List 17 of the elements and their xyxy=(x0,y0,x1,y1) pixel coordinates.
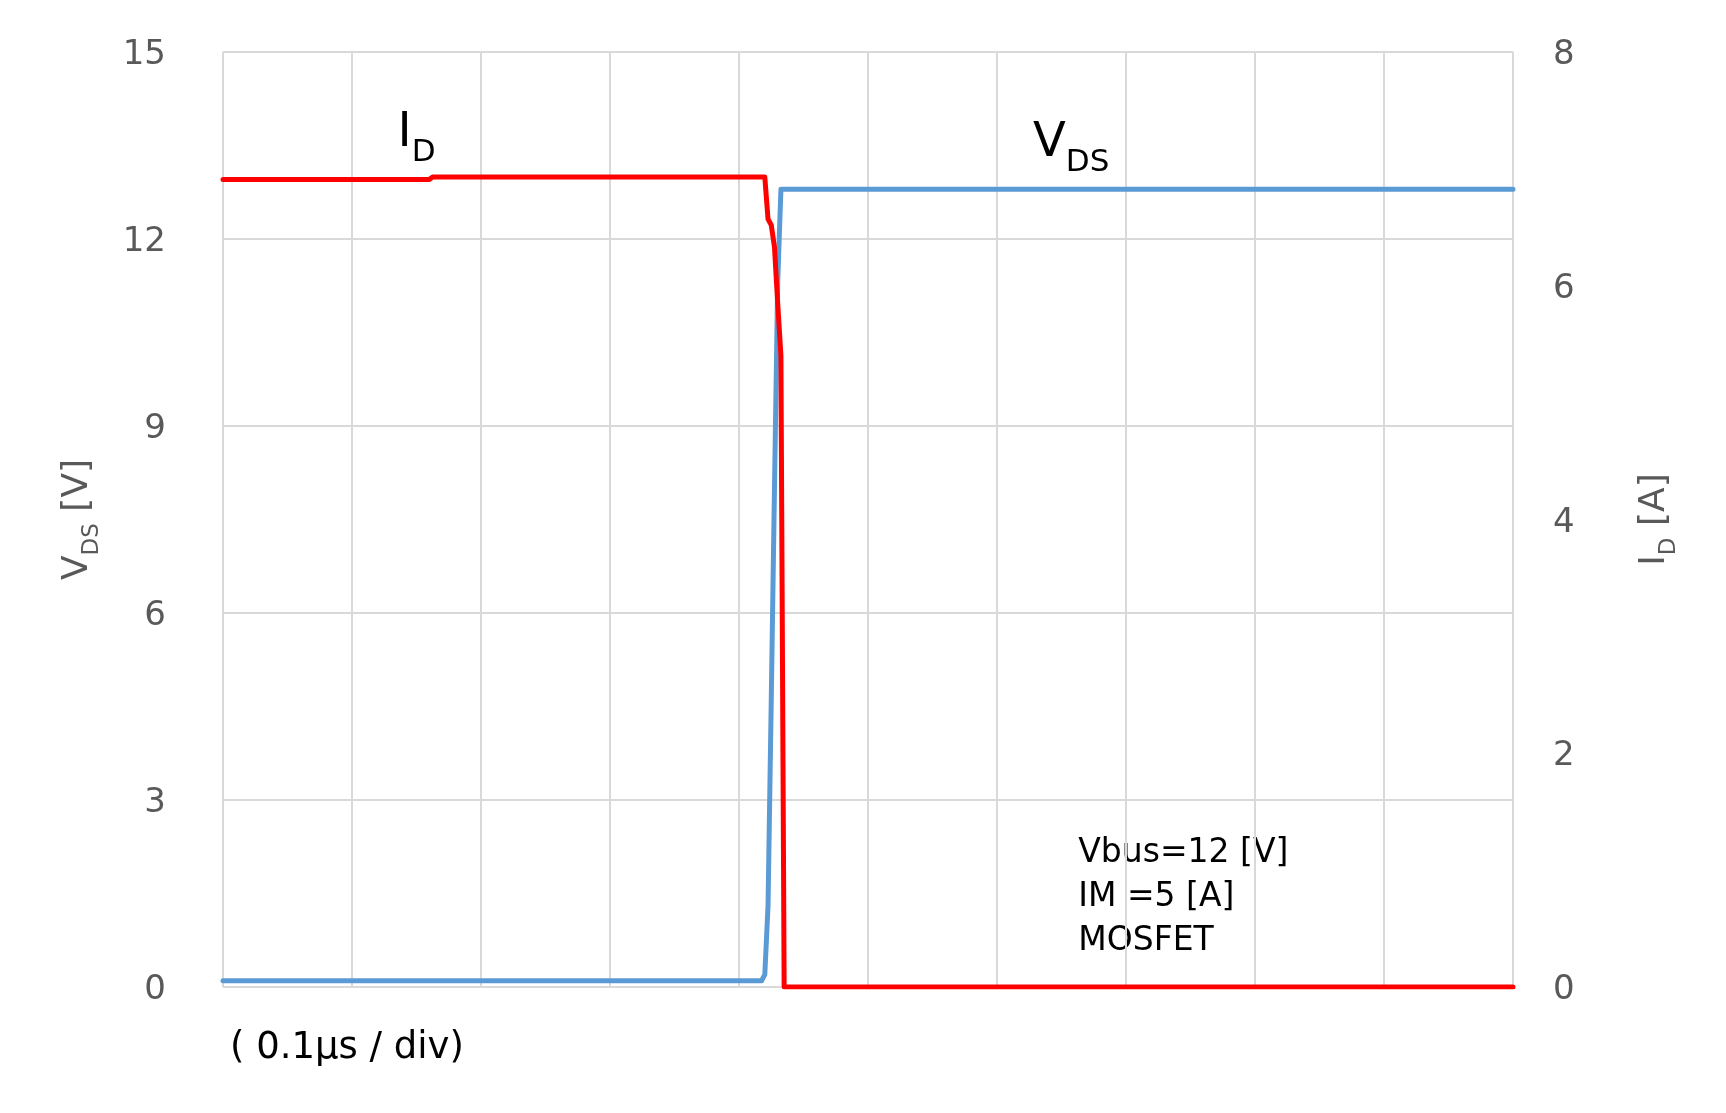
annotation: IM =5 [A] xyxy=(1078,874,1235,914)
y-axis-title: VDS [V] xyxy=(53,458,103,581)
y2-tick-label: 0 xyxy=(1553,967,1575,1007)
y2-axis-title: ID [A] xyxy=(1630,473,1680,566)
y-tick-label: 12 xyxy=(122,219,166,259)
y-tick-label: 6 xyxy=(144,593,166,633)
annotation: MOSFET xyxy=(1078,918,1215,958)
y-tick-label: 9 xyxy=(144,406,166,446)
y2-tick-label: 8 xyxy=(1553,32,1575,72)
y-tick-label: 15 xyxy=(122,32,166,72)
y2-tick-label: 4 xyxy=(1553,499,1575,540)
y-tick-label: 3 xyxy=(144,780,166,820)
x-axis-title: ( 0.1μs / div) xyxy=(230,1023,464,1067)
y-tick-label: 0 xyxy=(144,967,166,1007)
y2-tick-label: 6 xyxy=(1553,265,1575,306)
y2-tick-label: 2 xyxy=(1553,733,1575,774)
annotation: Vbus=12 [V] xyxy=(1078,830,1289,870)
